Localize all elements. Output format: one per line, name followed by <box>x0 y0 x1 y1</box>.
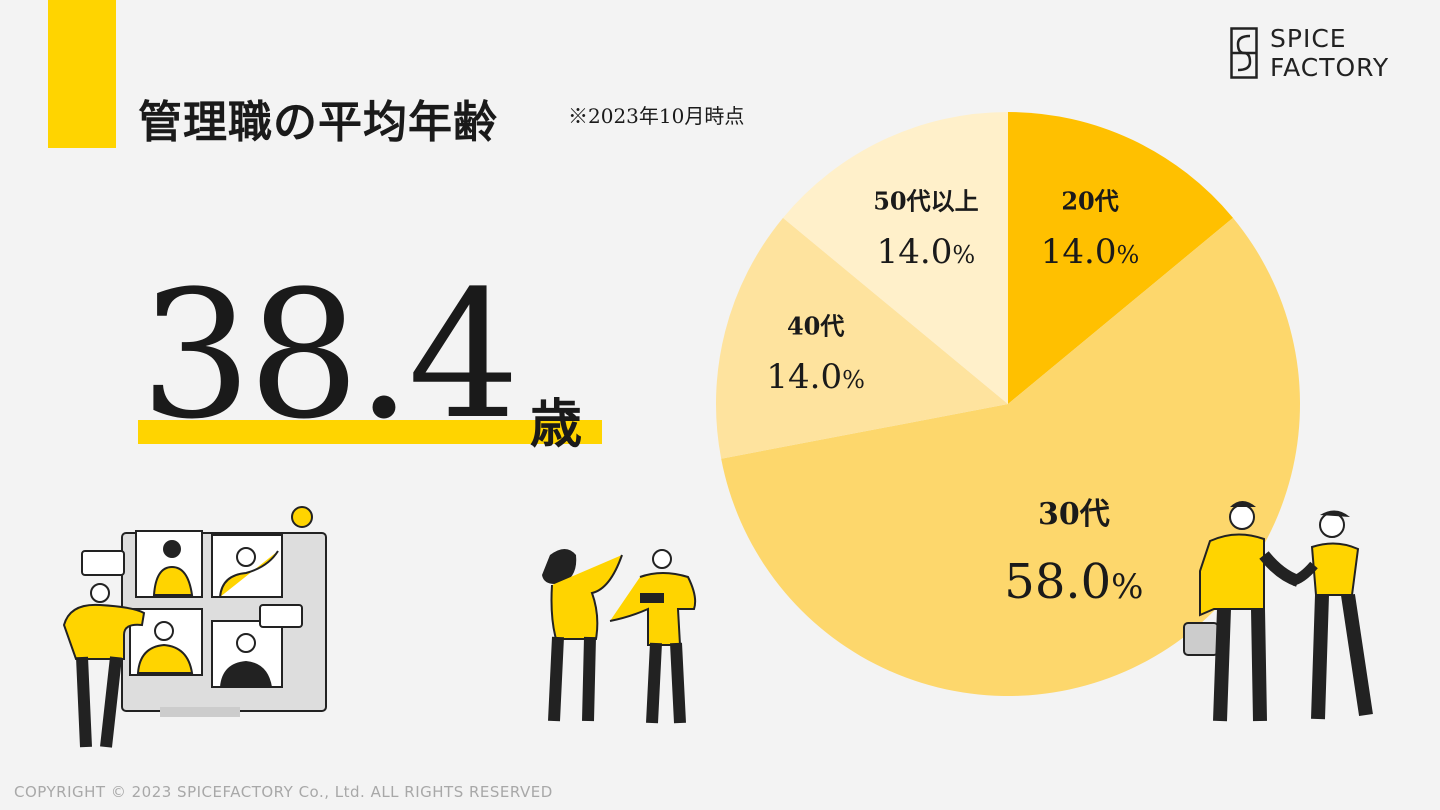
pie-slice-1 <box>721 217 1301 696</box>
pie-label-0: 20代 <box>1061 187 1118 216</box>
copyright-text: COPYRIGHT © 2023 SPICEFACTORY Co., Ltd. … <box>14 783 553 801</box>
page-title: 管理職の平均年齢 <box>138 97 498 148</box>
average-age-unit: 歳 <box>530 394 583 455</box>
pie-label-1: 30代 <box>1038 497 1110 532</box>
pie-value-2: 14.0% <box>766 357 865 397</box>
pie-label-3: 50代以上 <box>873 187 978 216</box>
title-accent-bar <box>48 0 116 148</box>
video-meeting-illustration <box>62 506 327 748</box>
pie-slice-3 <box>783 112 1008 404</box>
pie-value-3: 14.0% <box>877 232 976 272</box>
business-handshake-illustration <box>1183 501 1373 722</box>
pie-label-2: 40代 <box>787 312 844 341</box>
pie-slice-0 <box>1008 112 1233 404</box>
pie-value-0: 14.0% <box>1041 232 1140 272</box>
handshake-illustration <box>542 549 697 724</box>
date-note: ※2023年10月時点 <box>568 104 745 128</box>
logo-text-line2: FACTORY <box>1270 53 1390 82</box>
pie-value-1: 58.0% <box>1004 554 1143 610</box>
pie-slice-2 <box>716 217 1008 459</box>
spice-factory-logo-icon <box>1230 27 1258 79</box>
brand-logo: SPICE FACTORY <box>1230 24 1389 82</box>
average-age-value: 38.4 <box>140 253 520 458</box>
highlight-underline <box>138 420 602 444</box>
logo-text-line1: SPICE <box>1270 24 1347 53</box>
